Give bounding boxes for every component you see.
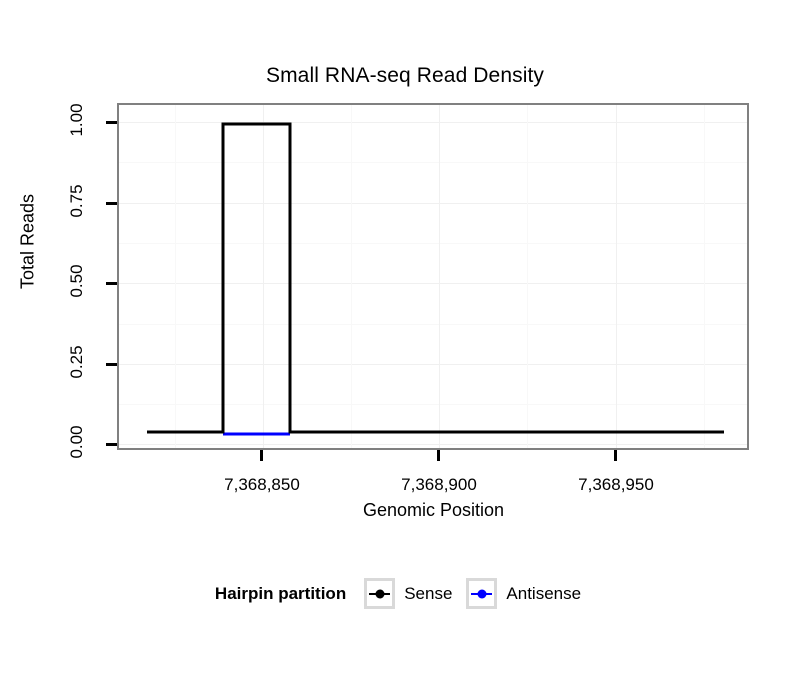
gridline-h-0.75	[119, 203, 747, 204]
x-tick-label-7368950: 7,368,950	[578, 475, 654, 494]
x-tick-mark-7368900	[437, 450, 440, 461]
gridline-h-0.00	[119, 444, 747, 445]
gridline-v-7368950	[616, 105, 617, 448]
x-tick-mark-7368950	[614, 450, 617, 461]
x-tick-mark-7368850	[260, 450, 263, 461]
x-tick-label-7368900: 7,368,900	[401, 475, 477, 494]
gridline-h-minor-0.125	[119, 404, 747, 405]
y-tick-mark-0.50	[106, 282, 117, 285]
legend-key-sense	[364, 578, 396, 609]
legend: Hairpin partition Sense Antisense	[0, 578, 810, 609]
legend-key-dot-antisense	[477, 589, 487, 598]
y-tick-mark-0.00	[106, 443, 117, 446]
gridline-v-minor-7368925	[527, 105, 528, 448]
chart-title: Small RNA-seq Read Density	[265, 64, 545, 87]
gridline-v-7368850	[263, 105, 264, 448]
legend-label-sense: Sense	[404, 583, 453, 603]
y-tick-label-0.50: 0.50	[67, 264, 86, 298]
legend-label-antisense: Antisense	[506, 583, 582, 603]
gridline-v-minor-7368975	[704, 105, 705, 448]
y-tick-label-0.00: 0.00	[67, 425, 86, 459]
gridline-h-1.00	[119, 122, 747, 123]
legend-entry-sense[interactable]: Sense	[364, 578, 452, 609]
gridline-h-0.50	[119, 283, 747, 284]
x-axis-label: Genomic Position	[362, 500, 505, 520]
gridline-h-0.25	[119, 364, 747, 365]
legend-title: Hairpin partition	[214, 583, 347, 603]
series-layer	[147, 122, 724, 436]
plot-area	[119, 105, 747, 448]
series-sense	[147, 122, 724, 434]
gridline-v-minor-7368875	[351, 105, 352, 448]
x-tick-label-7368850: 7,368,850	[224, 475, 300, 494]
y-axis-label: Total Reads	[17, 193, 38, 290]
y-tick-mark-1.00	[106, 121, 117, 124]
legend-entry-antisense[interactable]: Antisense	[466, 578, 581, 609]
y-tick-mark-0.75	[106, 202, 117, 205]
gridline-v-minor-7368825	[175, 105, 176, 448]
legend-key-antisense	[466, 578, 498, 609]
y-tick-label-0.75: 0.75	[67, 184, 86, 218]
y-tick-label-1.00: 1.00	[67, 103, 86, 137]
gridline-h-minor-0.875	[119, 162, 747, 163]
gridline-h-minor-0.625	[119, 243, 747, 244]
y-tick-label-0.25: 0.25	[67, 345, 86, 379]
plot-panel	[117, 103, 749, 450]
y-tick-mark-0.25	[106, 363, 117, 366]
legend-key-dot-sense	[375, 589, 385, 598]
gridline-h-minor-0.375	[119, 324, 747, 325]
gridline-v-7368900	[439, 105, 440, 448]
